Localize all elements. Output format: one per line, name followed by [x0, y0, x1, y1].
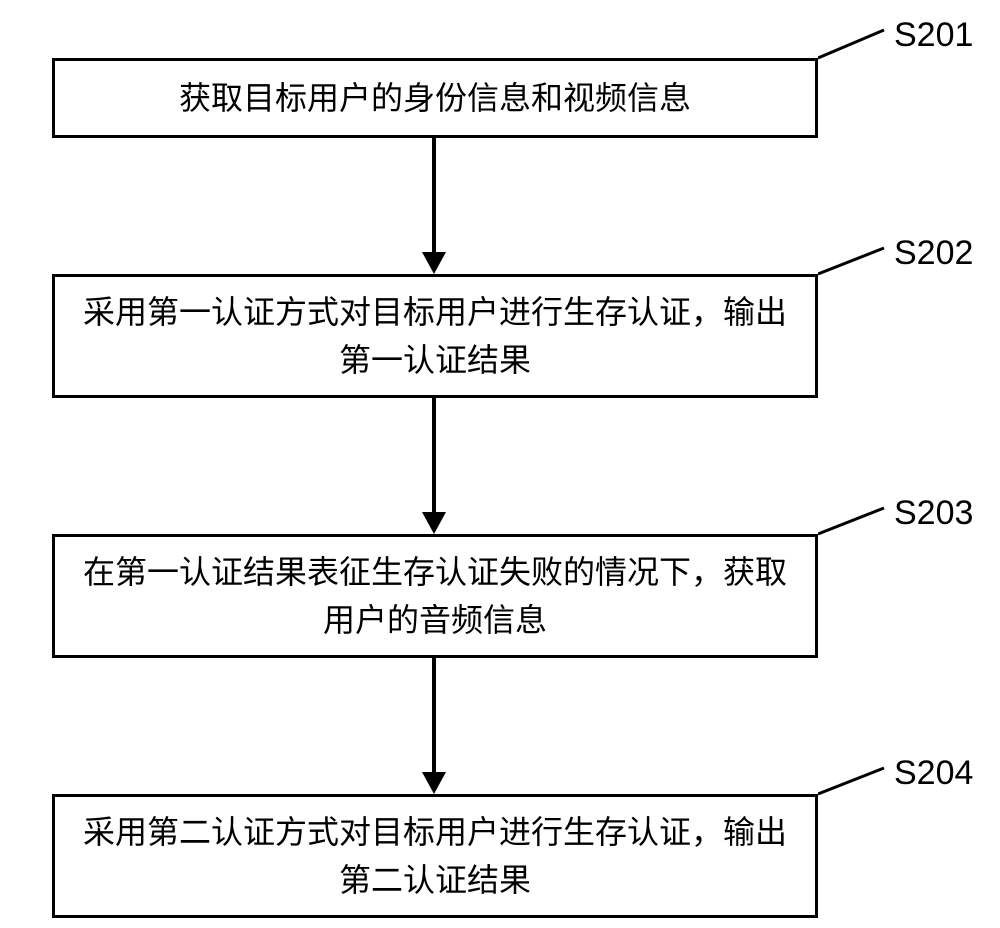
step-label-1: S201: [894, 16, 973, 55]
step-label-4: S204: [894, 754, 973, 793]
arrow-2-3: [432, 398, 436, 516]
callout-4: [818, 754, 894, 804]
arrow-3-4: [432, 658, 436, 776]
flow-step-2-text: 采用第一认证方式对目标用户进行生存认证，输出第一认证结果: [75, 288, 795, 384]
arrow-head-3-4: [422, 772, 446, 794]
arrow-1-2: [432, 138, 436, 256]
flow-step-2: 采用第一认证方式对目标用户进行生存认证，输出第一认证结果: [52, 274, 818, 398]
flow-step-1-text: 获取目标用户的身份信息和视频信息: [179, 74, 691, 122]
callout-1: [818, 16, 894, 66]
step-label-2: S202: [894, 234, 973, 273]
callout-3: [818, 494, 894, 544]
flow-step-4-text: 采用第二认证方式对目标用户进行生存认证，输出第二认证结果: [75, 808, 795, 904]
arrow-head-2-3: [422, 512, 446, 534]
arrow-head-1-2: [422, 252, 446, 274]
flow-step-1: 获取目标用户的身份信息和视频信息: [52, 58, 818, 138]
step-label-3: S203: [894, 494, 973, 533]
flow-step-3: 在第一认证结果表征生存认证失败的情况下，获取用户的音频信息: [52, 534, 818, 658]
flowchart-container: 获取目标用户的身份信息和视频信息 S201 采用第一认证方式对目标用户进行生存认…: [0, 0, 1000, 928]
flow-step-4: 采用第二认证方式对目标用户进行生存认证，输出第二认证结果: [52, 794, 818, 918]
flow-step-3-text: 在第一认证结果表征生存认证失败的情况下，获取用户的音频信息: [75, 548, 795, 644]
callout-2: [818, 234, 894, 284]
